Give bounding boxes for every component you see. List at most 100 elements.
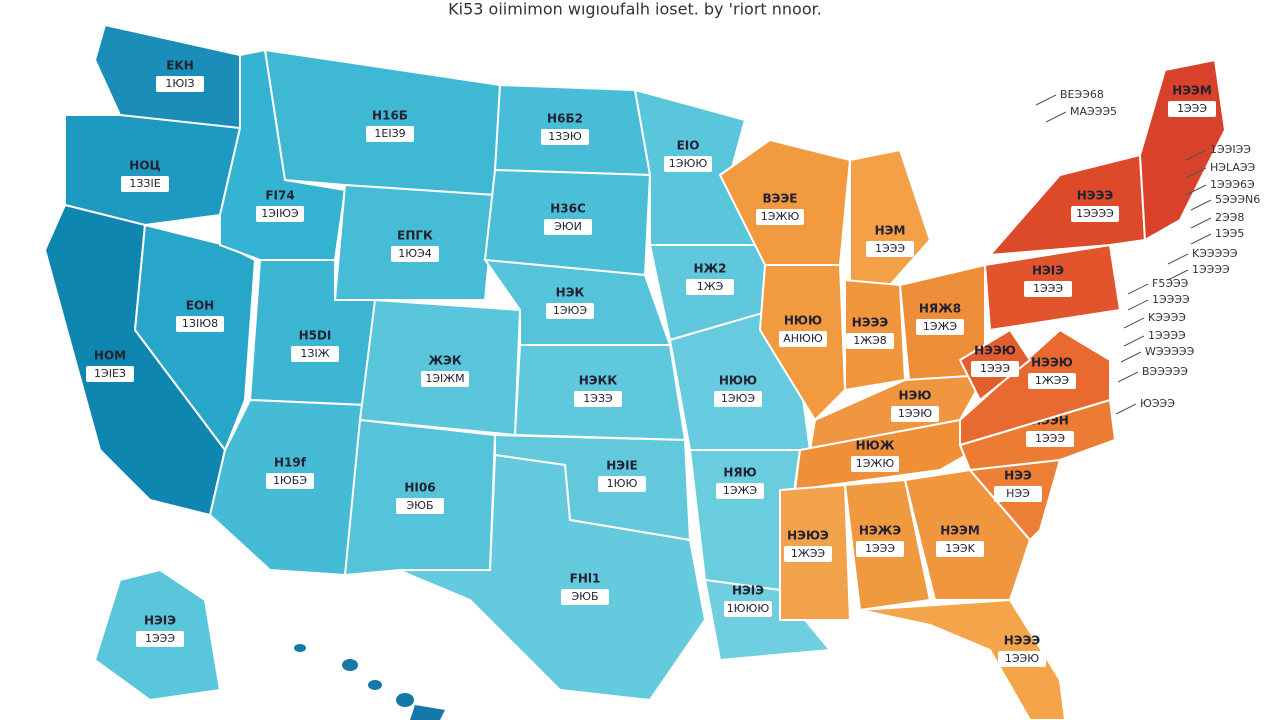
state-value: 1ЮЭ4 xyxy=(398,247,432,260)
state-label: HOЦ xyxy=(129,159,160,173)
value-box xyxy=(266,473,314,489)
state-shape xyxy=(358,298,522,437)
value-box xyxy=(544,219,592,235)
state-value: 1ЗIЮ8 xyxy=(182,317,218,330)
value-box xyxy=(891,406,939,422)
value-box xyxy=(391,246,439,262)
state-label: H16Б xyxy=(372,109,408,123)
state-label: HI06 xyxy=(404,481,435,495)
value-box xyxy=(1026,431,1074,447)
state-value: 1ЭЖЭ xyxy=(723,484,758,497)
state-shape xyxy=(859,598,1067,720)
state-value: ЭЮБ xyxy=(571,590,598,603)
state-value: 1ЖЭ xyxy=(697,280,724,293)
state-label: HЭЭ xyxy=(1004,469,1032,483)
state-label: HЭЭЭ xyxy=(1004,634,1041,648)
value-box xyxy=(724,601,772,617)
state-label: HЭIЕ xyxy=(606,459,638,473)
leader-line xyxy=(1185,184,1207,196)
value-box xyxy=(998,651,1046,667)
map-title: Ki53 oiimimon wıgıoufalh ioset. by 'rior… xyxy=(448,0,822,19)
state-value: HЭЭ xyxy=(1006,487,1030,500)
value-box xyxy=(846,333,894,349)
annotation: 1ЭЭIЭЭ xyxy=(1210,143,1251,156)
state-shape xyxy=(343,418,497,577)
leader-line xyxy=(1190,199,1212,211)
annotation: MAЭЭЭ5 xyxy=(1070,105,1117,118)
value-box xyxy=(971,361,1019,377)
leader-line xyxy=(1117,371,1139,383)
state-value: 1ЗIЖ xyxy=(300,347,329,360)
value-box xyxy=(1024,281,1072,297)
state-label: HЖ2 xyxy=(693,262,726,276)
state-value: 1ЗЭЮ xyxy=(548,130,582,143)
value-box xyxy=(851,456,899,472)
annotation: 2ЭЭ8 xyxy=(1215,211,1244,224)
state-value: ЭЮИ xyxy=(554,220,582,233)
annotation: ЮЭЭЭ xyxy=(1140,397,1175,410)
state-label: ЖЭК xyxy=(428,354,461,368)
state-value: 1ЭЮЭ xyxy=(721,392,756,405)
state-label: FHl1 xyxy=(570,572,601,586)
value-box xyxy=(784,546,832,562)
value-box xyxy=(916,319,964,335)
leader-line xyxy=(1120,351,1142,363)
value-box xyxy=(686,279,734,295)
state-label: ЕПГК xyxy=(397,229,433,243)
annotation: 5ЭЭЭN6 xyxy=(1215,193,1260,206)
annotation: 1ЭЭЭЭ xyxy=(1148,329,1186,342)
annotation: 1ЭЭЭЭ xyxy=(1192,263,1230,276)
value-box xyxy=(396,498,444,514)
state-label: HЯЮ xyxy=(723,466,756,480)
state-value: 1ЖЭЭ xyxy=(1035,374,1070,387)
leader-line xyxy=(1123,335,1145,347)
state-label: НЭМ xyxy=(875,224,906,238)
state-label: HЮЮ xyxy=(784,314,822,328)
state-value: 1ЮЮЮ xyxy=(727,602,770,615)
state-label: FI74 xyxy=(265,189,294,203)
value-box xyxy=(994,486,1042,502)
annotation: BEЭЭ68 xyxy=(1060,88,1104,101)
value-box xyxy=(714,391,762,407)
hawaii xyxy=(294,644,445,720)
annotation: KЭЭЭЭЭ xyxy=(1192,247,1238,260)
state-shape xyxy=(399,453,707,702)
value-box xyxy=(176,316,224,332)
state-label: HЭIЭ xyxy=(732,584,764,598)
state-value: 1ЭЭЭ xyxy=(1035,432,1065,445)
annotation: 1ЭЭЭ6Э xyxy=(1210,178,1255,191)
value-box xyxy=(756,209,804,225)
state-label: EKH xyxy=(166,59,194,73)
state-value: 1ЭIЮЭ xyxy=(261,207,299,220)
leader-line xyxy=(1127,283,1149,295)
state-shape xyxy=(333,183,497,301)
leader-line xyxy=(1115,403,1137,415)
value-box xyxy=(546,303,594,319)
state-label: HЮЖ xyxy=(856,439,895,453)
value-box xyxy=(574,391,622,407)
state-label: H5DI xyxy=(299,329,332,343)
state-value: 1ЭЭЮ xyxy=(898,407,932,420)
annotation: 1ЭЭ5 xyxy=(1215,227,1244,240)
state-label: ΗЭЭM xyxy=(940,524,980,538)
value-box xyxy=(121,176,169,192)
value-box xyxy=(421,371,469,387)
states: EKH 1ЮIЗ HOЦ 1ЗЗIЕ HOM 1ЭIЕЗ EOH 1ЗIЮ8 FI74 1ЭIЮЭ… xyxy=(43,23,1227,720)
state-label: HЭЮ xyxy=(899,389,932,403)
leader-line xyxy=(1167,253,1189,265)
state-value: 1ЗЗIЕ xyxy=(129,177,160,190)
state-label: HЭЭЮ xyxy=(1031,356,1073,370)
state-label: НЭК xyxy=(556,286,585,300)
state-label: HЭКК xyxy=(579,374,618,388)
state-shape xyxy=(718,138,852,266)
state-value: ЭЮБ xyxy=(406,499,433,512)
state-label: HЭЭЭ xyxy=(852,316,889,330)
state-value: 1ЭЭЭЭ xyxy=(1076,207,1114,220)
state-label: H36C xyxy=(550,202,586,216)
state-value: 1ЭЭЭ xyxy=(1033,282,1063,295)
annotation-leaders xyxy=(1035,94,1212,415)
leader-line xyxy=(1167,269,1189,281)
value-box xyxy=(156,76,204,92)
value-box xyxy=(366,126,414,142)
state-label: EIO xyxy=(677,139,700,153)
